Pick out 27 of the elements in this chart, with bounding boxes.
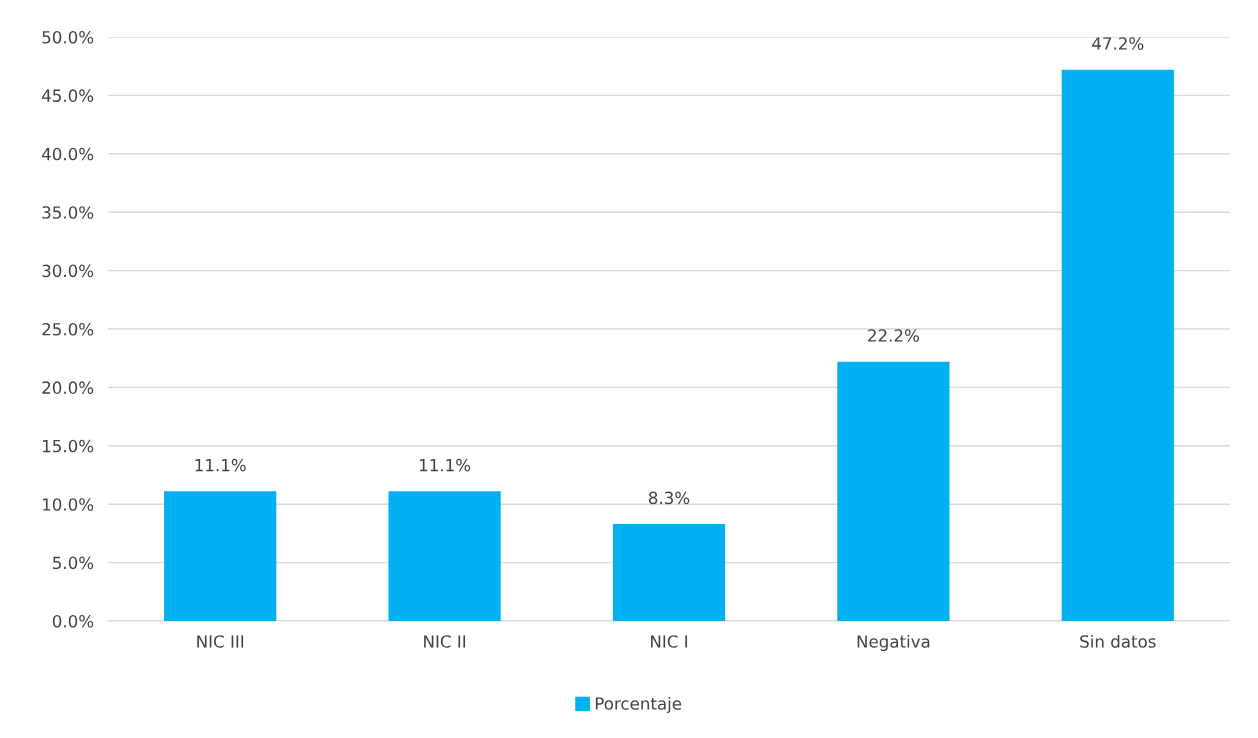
- y-tick-label: 5.0%: [53, 556, 94, 570]
- y-tick-label: 50.0%: [42, 30, 94, 44]
- legend-label: Porcentaje: [595, 696, 682, 714]
- y-tick-label: 40.0%: [41, 147, 94, 161]
- x-tick-label: Negativa: [857, 634, 930, 652]
- y-tick-label: 25.0%: [42, 322, 94, 336]
- x-tick-label: NIC III: [197, 635, 244, 648]
- data-label: 47.2%: [1092, 37, 1144, 50]
- data-label: 11.1%: [419, 458, 471, 472]
- x-tick-label: Sin datos: [1080, 634, 1156, 648]
- x-tick-label: NIC I: [651, 635, 687, 648]
- bar: [1061, 69, 1174, 621]
- bar: [164, 491, 277, 621]
- data-label: 8.3%: [648, 491, 690, 505]
- data-label: 22.2%: [868, 329, 919, 342]
- y-tick-label: 10.0%: [43, 498, 94, 511]
- y-tick-label: 30.0%: [42, 264, 94, 278]
- y-tick-label: 45.0%: [41, 89, 94, 102]
- y-tick-label: 0.0%: [52, 614, 94, 628]
- data-label: 11.1%: [195, 458, 246, 472]
- y-tick-label: 20.0%: [42, 381, 94, 394]
- bar: [837, 361, 950, 621]
- y-tick-label: 35.0%: [42, 206, 94, 219]
- y-tick-label: 15.0%: [43, 439, 94, 453]
- bar: [388, 491, 501, 621]
- x-tick-label: NIC II: [424, 635, 466, 648]
- bar: [612, 524, 726, 621]
